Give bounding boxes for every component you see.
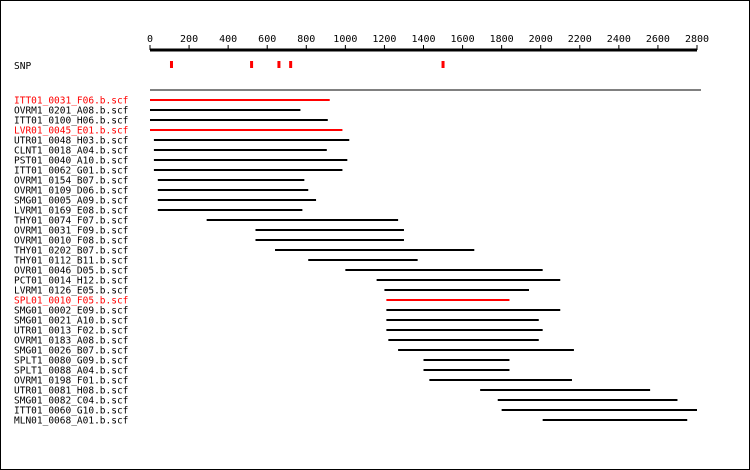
position-axis: 0 200 400 600 800 1000 1200 1400 1600 1800 2000 220… [147, 34, 709, 52]
read-row: OVRM1_0201_A08.b.scf [14, 106, 301, 117]
axis-tick-label: 1000 [333, 34, 357, 45]
axis-tick-label: 0 [147, 34, 153, 45]
snp-marker [441, 61, 445, 68]
axis-tick-label: 1800 [490, 34, 514, 45]
read-row: MLN01_0068_A01.b.scf [14, 416, 688, 427]
read-label: SMG01_0026_B07.b.scf [14, 346, 128, 357]
axis-tick-label: 2000 [529, 34, 553, 45]
read-label: SMG01_0021_A10.b.scf [14, 316, 128, 327]
read-label: UTR01_0081_H08.b.scf [14, 386, 128, 397]
read-row: SPL01_0010_F05.b.scf [14, 296, 510, 307]
axis-tick-label: 2200 [568, 34, 592, 45]
read-label: LVRM1_0126_E05.b.scf [14, 286, 128, 297]
read-row: ITT01_0031_F06.b.scf [14, 96, 330, 107]
read-label: PCT01_0014_H12.b.scf [14, 276, 128, 287]
read-label: MLN01_0068_A01.b.scf [14, 416, 128, 427]
axis-tick-label: 600 [258, 34, 276, 45]
read-label: SMG01_0005_A09.b.scf [14, 196, 128, 207]
read-row: THY01_0202_B07.b.scf [14, 246, 475, 257]
read-row: THY01_0112_B11.b.scf [14, 256, 418, 267]
read-row: ITT01_0062_G01.b.scf [14, 166, 343, 177]
read-label: ITT01_0031_F06.b.scf [14, 96, 128, 107]
read-label: SPL01_0010_F05.b.scf [14, 296, 128, 307]
read-row: LVRM1_0126_E05.b.scf [14, 286, 529, 297]
snp-marker [289, 61, 293, 68]
read-row: OVRM1_0183_A08.b.scf [14, 336, 539, 347]
read-label: PST01_0040_A10.b.scf [14, 156, 128, 167]
read-label: ITT01_0062_G01.b.scf [14, 166, 128, 177]
read-label: OVRM1_0183_A08.b.scf [14, 336, 128, 347]
read-label: OVRM1_0031_F09.b.scf [14, 226, 128, 237]
read-row: ITT01_0100_H06.b.scf [14, 116, 328, 127]
axis-tick-label: 1600 [451, 34, 475, 45]
read-row: SMG01_0082_C04.b.scf [14, 396, 678, 407]
read-row: OVRM1_0010_F08.b.scf [14, 236, 404, 247]
reads-list: ITT01_0031_F06.b.scfOVRM1_0201_A08.b.scf… [14, 96, 697, 427]
read-label: ITT01_0100_H06.b.scf [14, 116, 128, 127]
read-row: LVRM1_0169_E08.b.scf [14, 206, 303, 217]
read-label: THY01_0074_F07.b.scf [14, 216, 128, 227]
read-label: ITT01_0060_G10.b.scf [14, 406, 128, 417]
read-row: UTR01_0013_F02.b.scf [14, 326, 543, 337]
read-label: UTR01_0048_H03.b.scf [14, 136, 128, 147]
snp-marker [169, 61, 173, 68]
read-row: UTR01_0048_H03.b.scf [14, 136, 350, 147]
axis-tick-label: 2800 [685, 34, 709, 45]
read-label: SMG01_0002_E09.b.scf [14, 306, 128, 317]
snp-marker [277, 61, 281, 68]
read-row: PST01_0040_A10.b.scf [14, 156, 348, 167]
read-label: OVRM1_0109_D06.b.scf [14, 186, 128, 197]
read-row: SMG01_0005_A09.b.scf [14, 196, 317, 207]
read-label: OVRM1_0198_F01.b.scf [14, 376, 128, 387]
read-row: OVRM1_0198_F01.b.scf [14, 376, 572, 387]
read-row: SMG01_0026_B07.b.scf [14, 346, 574, 357]
read-label: SPLT1_0080_G09.b.scf [14, 356, 128, 367]
read-row: SMG01_0021_A10.b.scf [14, 316, 539, 327]
read-row: SPLT1_0080_G09.b.scf [14, 356, 510, 367]
read-label: OVRM1_0154_B07.b.scf [14, 176, 128, 187]
axis-tick-label: 400 [219, 34, 237, 45]
axis-tick-label: 200 [180, 34, 198, 45]
axis-tick-label: 1200 [372, 34, 396, 45]
read-row: UTR01_0081_H08.b.scf [14, 386, 651, 397]
axis-tick-label: 2400 [607, 34, 631, 45]
read-row: OVR01_0046_D05.b.scf [14, 266, 543, 277]
read-label: THY01_0202_B07.b.scf [14, 246, 128, 257]
read-label: OVR01_0046_D05.b.scf [14, 266, 128, 277]
axis-tick-label: 800 [297, 34, 315, 45]
read-label: OVRM1_0010_F08.b.scf [14, 236, 128, 247]
read-label: THY01_0112_B11.b.scf [14, 256, 128, 267]
snp-track-label: SNP [14, 61, 31, 72]
read-row: LVR01_0045_E01.b.scf [14, 126, 343, 137]
read-label: SPLT1_0088_A04.b.scf [14, 366, 128, 377]
read-row: OVRM1_0109_D06.b.scf [14, 186, 309, 197]
read-row: PCT01_0014_H12.b.scf [14, 276, 561, 287]
read-row: THY01_0074_F07.b.scf [14, 216, 399, 227]
snp-marker [250, 61, 254, 68]
axis-tick-label: 2600 [646, 34, 670, 45]
read-row: OVRM1_0031_F09.b.scf [14, 226, 404, 237]
read-row: CLNT1_0018_A04.b.scf [14, 146, 327, 157]
read-row: OVRM1_0154_B07.b.scf [14, 176, 305, 187]
read-label: UTR01_0013_F02.b.scf [14, 326, 128, 337]
read-row: SMG01_0002_E09.b.scf [14, 306, 561, 317]
read-label: SMG01_0082_C04.b.scf [14, 396, 128, 407]
read-label: LVR01_0045_E01.b.scf [14, 126, 128, 137]
snp-track [169, 61, 445, 68]
read-row: SPLT1_0088_A04.b.scf [14, 366, 510, 377]
read-label: LVRM1_0169_E08.b.scf [14, 206, 128, 217]
read-row: ITT01_0060_G10.b.scf [14, 406, 697, 417]
axis-tick-label: 1400 [411, 34, 435, 45]
read-label: CLNT1_0018_A04.b.scf [14, 146, 128, 157]
read-label: OVRM1_0201_A08.b.scf [14, 106, 128, 117]
